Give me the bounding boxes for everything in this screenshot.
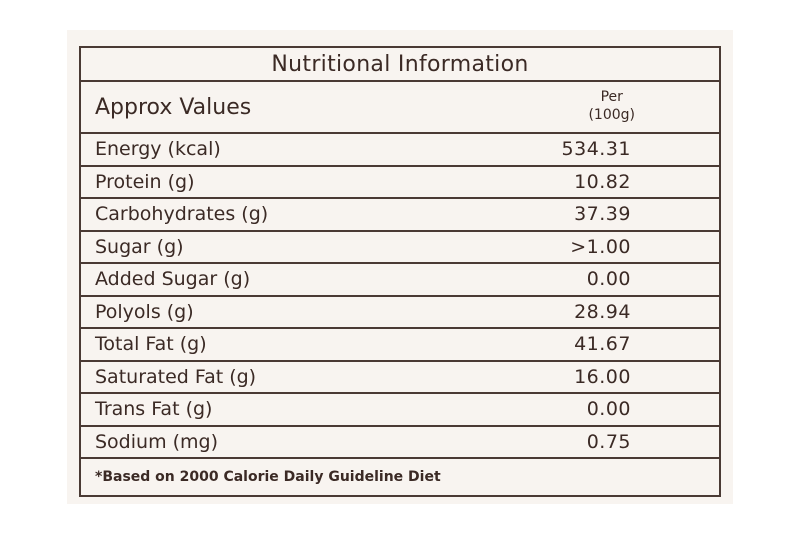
per-100g-header: Per (100g) [588, 88, 635, 124]
table-row: Added Sugar (g) 0.00 [81, 264, 719, 297]
nutrient-value: 37.39 [574, 203, 631, 226]
footnote: *Based on 2000 Calorie Daily Guideline D… [95, 469, 441, 485]
table-row: Trans Fat (g) 0.00 [81, 394, 719, 427]
table-row: Polyols (g) 28.94 [81, 297, 719, 329]
nutrient-value: 28.94 [574, 300, 631, 323]
table-row: Carbohydrates (g) 37.39 [81, 199, 719, 232]
approx-values-label: Approx Values [95, 94, 252, 120]
nutrition-table: Nutritional Information Approx Values Pe… [79, 46, 721, 497]
table-row: Sugar (g) >1.00 [81, 232, 719, 264]
table-row: Total Fat (g) 41.67 [81, 329, 719, 362]
table-row: Saturated Fat (g) 16.00 [81, 362, 719, 394]
nutrient-value: 10.82 [574, 170, 631, 193]
per-label: Per [600, 89, 623, 105]
table-row: Protein (g) 10.82 [81, 167, 719, 199]
nutrient-name: Energy (kcal) [95, 138, 221, 161]
nutrient-value: 0.75 [586, 430, 631, 453]
nutrient-name: Polyols (g) [95, 300, 194, 323]
nutrient-name: Protein (g) [95, 170, 195, 193]
table-header-row: Approx Values Per (100g) [81, 82, 719, 134]
nutrient-name: Saturated Fat (g) [95, 365, 257, 388]
nutrient-value: 0.00 [586, 398, 631, 421]
table-row: Sodium (mg) 0.75 [81, 427, 719, 459]
nutrient-value: 534.31 [561, 138, 631, 161]
nutrient-value: 0.00 [586, 268, 631, 291]
nutrient-name: Added Sugar (g) [95, 268, 251, 291]
table-row: Energy (kcal) 534.31 [81, 134, 719, 167]
nutrient-name: Sodium (mg) [95, 430, 219, 453]
nutrient-name: Total Fat (g) [95, 333, 207, 356]
nutrient-value: 16.00 [574, 365, 631, 388]
per-unit: (100g) [588, 107, 635, 123]
nutrient-value: 41.67 [574, 333, 631, 356]
nutrient-name: Carbohydrates (g) [95, 203, 269, 226]
nutrient-name: Sugar (g) [95, 235, 184, 258]
nutrient-name: Trans Fat (g) [95, 398, 213, 421]
table-title: Nutritional Information [81, 48, 719, 82]
nutrient-value: >1.00 [570, 235, 631, 258]
